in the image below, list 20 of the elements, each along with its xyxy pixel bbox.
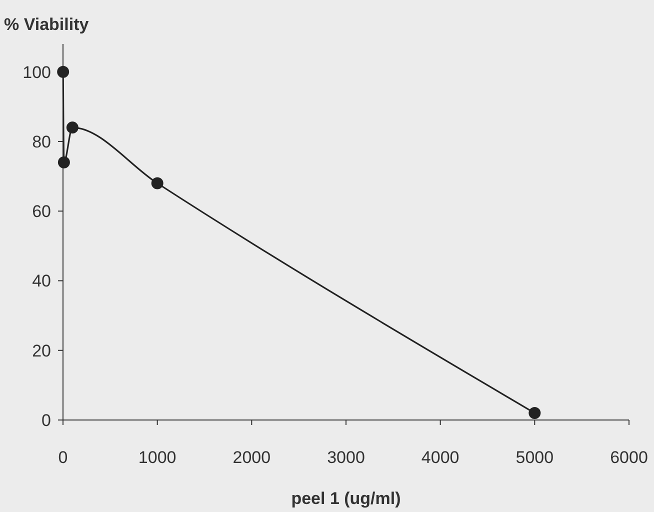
y-tick-label: 60 xyxy=(32,202,51,222)
x-tick-label: 1000 xyxy=(138,448,176,467)
point xyxy=(58,156,70,168)
x-axis-title: peel 1 (ug/ml) xyxy=(291,489,401,508)
point xyxy=(57,66,70,78)
y-tick-label: 100 xyxy=(22,62,51,82)
point xyxy=(528,407,541,420)
x-tick-label: 4000 xyxy=(421,448,460,467)
x-tick-label: 6000 xyxy=(610,448,648,467)
x-tick-label: 5000 xyxy=(516,448,554,467)
y-tick-label: 20 xyxy=(32,341,51,360)
y-axis-title: % Viability xyxy=(4,15,90,34)
y-tick-label: 40 xyxy=(32,272,51,291)
y-tick-label: 0 xyxy=(42,410,51,430)
point xyxy=(66,122,78,134)
y-tick-label: 80 xyxy=(32,132,51,152)
point xyxy=(151,177,164,190)
x-tick-label: 2000 xyxy=(232,448,271,467)
x-tick-label: 0 xyxy=(58,448,68,467)
x-tick-label: 3000 xyxy=(327,448,365,467)
